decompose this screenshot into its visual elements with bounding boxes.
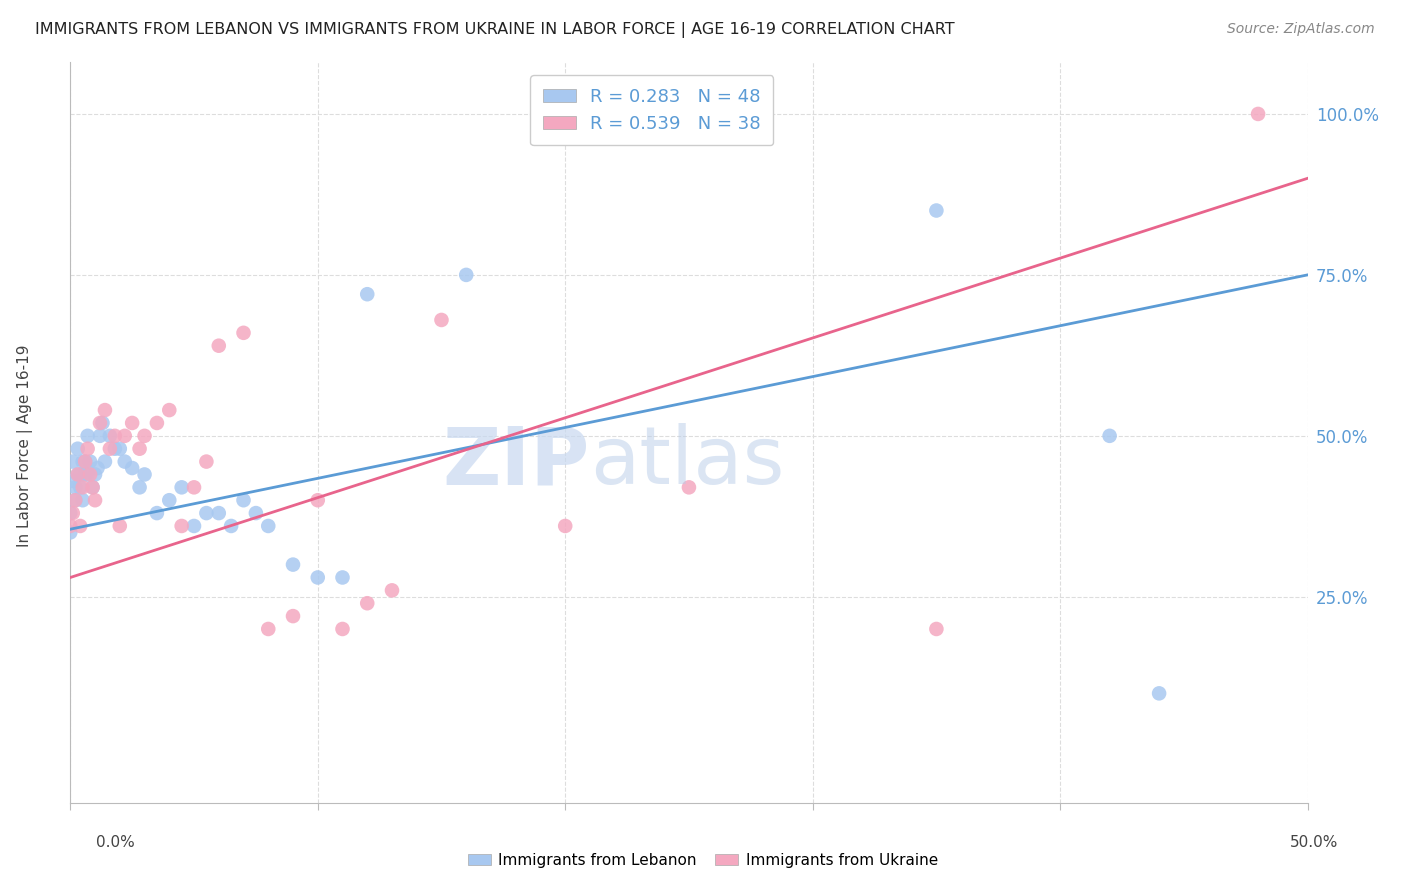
Point bbox=[98, 442, 121, 456]
Point bbox=[157, 493, 180, 508]
Point bbox=[75, 454, 97, 468]
Text: ZIP: ZIP bbox=[443, 423, 591, 501]
Legend: Immigrants from Lebanon, Immigrants from Ukraine: Immigrants from Lebanon, Immigrants from… bbox=[461, 847, 945, 873]
Point bbox=[245, 506, 267, 520]
Point bbox=[66, 467, 89, 482]
Point bbox=[108, 442, 131, 456]
Point bbox=[134, 429, 156, 443]
Point bbox=[82, 480, 104, 494]
Point bbox=[257, 622, 280, 636]
Point bbox=[925, 622, 948, 636]
Point bbox=[62, 474, 84, 488]
Point bbox=[307, 570, 329, 584]
Text: Source: ZipAtlas.com: Source: ZipAtlas.com bbox=[1227, 22, 1375, 37]
Point bbox=[208, 339, 231, 353]
Point bbox=[72, 493, 94, 508]
Point bbox=[121, 416, 143, 430]
Point bbox=[79, 467, 101, 482]
Point bbox=[332, 622, 354, 636]
Point bbox=[76, 467, 98, 482]
Point bbox=[75, 454, 97, 468]
Point bbox=[114, 454, 136, 468]
Point bbox=[66, 442, 89, 456]
Point bbox=[82, 480, 104, 494]
Point bbox=[89, 416, 111, 430]
Point bbox=[195, 454, 218, 468]
Point bbox=[232, 493, 254, 508]
Text: atlas: atlas bbox=[591, 423, 785, 501]
Point bbox=[62, 454, 84, 468]
Point bbox=[65, 480, 87, 494]
Point bbox=[307, 493, 329, 508]
Point bbox=[79, 454, 101, 468]
Point bbox=[456, 268, 478, 282]
Point bbox=[75, 467, 97, 482]
Point bbox=[65, 493, 87, 508]
Point bbox=[121, 461, 143, 475]
Point bbox=[89, 429, 111, 443]
Point bbox=[1247, 107, 1270, 121]
Point bbox=[1147, 686, 1170, 700]
Point bbox=[925, 203, 948, 218]
Text: 50.0%: 50.0% bbox=[1291, 836, 1339, 850]
Point bbox=[356, 287, 378, 301]
Point bbox=[76, 442, 98, 456]
Point bbox=[128, 442, 150, 456]
Point bbox=[170, 519, 193, 533]
Point bbox=[430, 313, 453, 327]
Point bbox=[134, 467, 156, 482]
Point bbox=[356, 596, 378, 610]
Point bbox=[146, 416, 169, 430]
Point bbox=[94, 403, 117, 417]
Point bbox=[84, 467, 107, 482]
Text: IMMIGRANTS FROM LEBANON VS IMMIGRANTS FROM UKRAINE IN LABOR FORCE | AGE 16-19 CO: IMMIGRANTS FROM LEBANON VS IMMIGRANTS FR… bbox=[35, 22, 955, 38]
Point bbox=[281, 609, 304, 624]
Point bbox=[76, 429, 98, 443]
Point bbox=[69, 519, 91, 533]
Point bbox=[1098, 429, 1121, 443]
Point bbox=[72, 480, 94, 494]
Legend: R = 0.283   N = 48, R = 0.539   N = 38: R = 0.283 N = 48, R = 0.539 N = 38 bbox=[530, 75, 773, 145]
Point bbox=[84, 493, 107, 508]
Point bbox=[98, 429, 121, 443]
Point bbox=[208, 506, 231, 520]
Point bbox=[62, 506, 84, 520]
Point bbox=[219, 519, 242, 533]
Point bbox=[59, 506, 82, 520]
Point bbox=[128, 480, 150, 494]
Point bbox=[381, 583, 404, 598]
Point bbox=[332, 570, 354, 584]
Point bbox=[114, 429, 136, 443]
Point bbox=[183, 519, 205, 533]
Point bbox=[69, 480, 91, 494]
Point bbox=[183, 480, 205, 494]
Point bbox=[108, 519, 131, 533]
Point bbox=[170, 480, 193, 494]
Point bbox=[257, 519, 280, 533]
Point bbox=[59, 519, 82, 533]
Point bbox=[91, 416, 114, 430]
Point bbox=[86, 461, 108, 475]
Point bbox=[94, 454, 117, 468]
Text: In Labor Force | Age 16-19: In Labor Force | Age 16-19 bbox=[17, 344, 34, 548]
Point bbox=[157, 403, 180, 417]
Point bbox=[66, 467, 89, 482]
Point bbox=[232, 326, 254, 340]
Point bbox=[69, 467, 91, 482]
Point bbox=[65, 493, 87, 508]
Point bbox=[146, 506, 169, 520]
Point bbox=[554, 519, 576, 533]
Point bbox=[678, 480, 700, 494]
Point bbox=[195, 506, 218, 520]
Point bbox=[104, 442, 127, 456]
Point bbox=[59, 525, 82, 540]
Text: 0.0%: 0.0% bbox=[96, 836, 135, 850]
Point bbox=[281, 558, 304, 572]
Point bbox=[72, 454, 94, 468]
Point bbox=[104, 429, 127, 443]
